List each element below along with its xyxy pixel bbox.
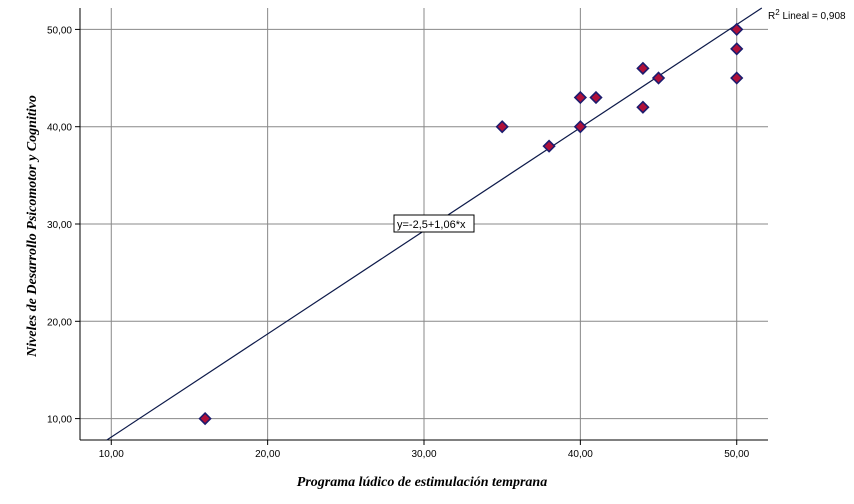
y-tick-label: 20,00 — [47, 317, 72, 328]
y-tick-label: 50,00 — [47, 25, 72, 36]
x-axis-title: Programa lúdico de estimulación temprana — [297, 475, 547, 490]
x-tick-label: 50,00 — [724, 449, 749, 460]
y-tick-label: 10,00 — [47, 415, 72, 426]
y-tick-label: 30,00 — [47, 220, 72, 231]
data-point — [573, 90, 587, 105]
r2-superscript: 2 — [775, 8, 780, 17]
axes — [75, 8, 768, 445]
r2-label: R2 Lineal = 0,908 — [768, 8, 846, 22]
y-axis-title: Niveles de Desarrollo Psicomotor y Cogni… — [25, 95, 40, 358]
y-tick-label: 40,00 — [47, 123, 72, 134]
data-point — [573, 120, 587, 134]
data-point — [730, 71, 744, 85]
grid — [80, 8, 768, 440]
equation-box: y=-2,5+1,06*x — [393, 214, 475, 233]
data-point — [651, 71, 666, 85]
data-point — [495, 120, 509, 134]
equation-box-frame — [393, 214, 475, 233]
equation-label: y=-2,5+1,06*x — [397, 219, 466, 231]
data-point — [636, 100, 650, 114]
data-point — [730, 42, 744, 56]
data-point — [730, 22, 744, 37]
x-tick-label: 10,00 — [99, 449, 124, 460]
tick-labels: 10,00 20,00 30,00 40,00 50,00 10,00 20,00 30,00… — [47, 25, 750, 460]
data-points — [198, 22, 744, 426]
x-tick-label: 20,00 — [255, 449, 280, 460]
data-point — [542, 139, 556, 153]
r2-text: Lineal = 0,908 — [780, 11, 846, 22]
r2-prefix: R — [768, 11, 775, 22]
data-point — [589, 90, 603, 105]
data-point — [198, 411, 212, 426]
data-point — [636, 61, 650, 75]
x-tick-label: 40,00 — [568, 449, 593, 460]
x-tick-label: 30,00 — [411, 449, 436, 460]
